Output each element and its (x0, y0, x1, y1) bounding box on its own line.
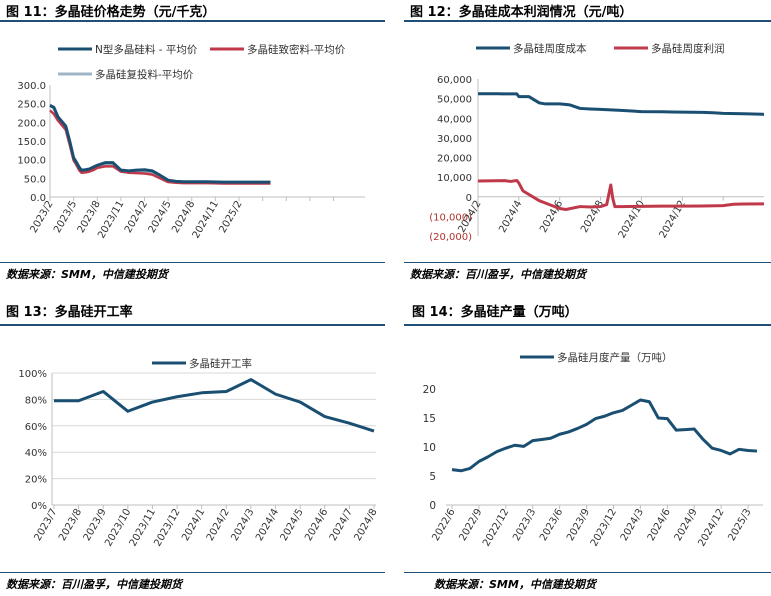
title-rule (404, 20, 771, 22)
x-tick-label: 2024/4 (254, 507, 281, 543)
y-tick-label: 40% (25, 448, 47, 459)
y-tick-label: 0% (31, 501, 47, 512)
chart-p12: (20,000) (10,000) 0 10,000 20,000 30,000 40,00… (429, 42, 765, 243)
series-line (477, 178, 765, 212)
source-rule (404, 572, 771, 573)
x-tick-label: 2023/7 (32, 507, 59, 543)
series-line (478, 92, 765, 116)
x-tick-label: 2024/8 (579, 199, 606, 235)
chart-title: 图 12：多晶硅成本利润情况（元/吨） (410, 5, 633, 20)
y-tick-label: 300.0 (17, 81, 46, 92)
y-tick-label: 150.0 (17, 137, 46, 148)
y-tick-label: 60,000 (437, 75, 472, 86)
source-rule (0, 262, 385, 263)
x-tick-label: 2022/9 (457, 507, 484, 543)
x-tick-label: 2024/1 (180, 507, 207, 543)
chart-title: 图 14：多晶硅产量（万吨） (412, 305, 578, 320)
legend-label: 多晶硅周度利润 (651, 42, 725, 55)
y-tick-label: 10 (423, 442, 436, 454)
y-tick-label: 5 (429, 471, 436, 483)
x-tick-label: 2024/8 (352, 507, 379, 543)
panel-fig14: 图 14：多晶硅产量（万吨） 0 5 10 15 20 2022/6 2022/9 2022/… (386, 300, 771, 596)
x-tick-label: 2022/6 (430, 507, 457, 543)
y-tick-label: 0 (466, 193, 472, 204)
panel-fig13: 图 13：多晶硅开工率 0% 20% 40% 60% 80% 100% 2023/7 2023… (0, 300, 385, 596)
y-tick-label: 10,000 (437, 173, 472, 184)
title-rule (404, 324, 771, 326)
x-tick-label: 2025/2 (217, 199, 244, 235)
x-tick-label: 2024/3 (619, 507, 646, 543)
y-tick-label: 20,000 (437, 154, 472, 165)
x-tick-label: 2023/12 (589, 507, 619, 548)
series-line (49, 104, 271, 184)
panel-fig11: 图 11：多晶硅价格走势（元/千克） 0.0 50.0 100.0 150.0 200.… (0, 0, 385, 290)
x-tick-label: 2023/8 (57, 507, 84, 543)
y-tick-label: 20% (25, 475, 47, 486)
x-tick-label: 2025/3 (727, 507, 754, 543)
x-tick-label: 2023/9 (82, 507, 109, 543)
x-tick-label: 2024/4 (497, 199, 524, 235)
y-tick-label: 200.0 (17, 118, 46, 129)
x-tick-label: 2024/5 (279, 507, 306, 543)
y-tick-label: (20,000) (429, 232, 472, 243)
y-tick-label: 250.0 (17, 100, 46, 111)
series-line (451, 398, 758, 473)
x-tick-label: 2023/6 (538, 507, 565, 543)
y-tick-label: 20 (423, 384, 436, 396)
y-tick-label: 80% (25, 395, 47, 406)
source-note: 数据来源：SMM，中信建投期货 (434, 578, 596, 591)
x-tick-label: 2024/3 (229, 507, 256, 543)
title-rule (0, 20, 385, 22)
legend-label: N型多晶硅料 - 平均价 (95, 43, 198, 56)
y-tick-label: 0.0 (30, 193, 46, 204)
source-note: 数据来源：百川盈孚，中信建投期货 (410, 268, 586, 281)
y-tick-label: 0 (429, 500, 436, 512)
legend-label: 多晶硅周度成本 (513, 42, 587, 55)
y-tick-label: 30,000 (437, 134, 472, 145)
y-tick-label: 50,000 (437, 95, 472, 106)
legend-label: 多晶硅致密料-平均价 (247, 43, 346, 56)
y-tick-label: (10,000) (429, 212, 472, 223)
x-tick-label: 2023/9 (565, 507, 592, 543)
series-line (54, 378, 375, 433)
legend-label: 多晶硅开工率 (189, 357, 252, 370)
x-tick-label: 2024/6 (646, 507, 673, 543)
chart-p11: 0.050.0100.0150.0200.0250.0300.02023/220… (17, 43, 365, 240)
chart-title: 图 13：多晶硅开工率 (6, 305, 133, 320)
source-note: 数据来源：百川盈孚，中信建投期货 (6, 578, 182, 591)
x-tick-label: 2023/3 (511, 507, 538, 543)
legend-label: 多晶硅月度产量（万吨） (557, 351, 673, 364)
source-note: 数据来源：SMM，中信建投期货 (6, 268, 168, 281)
x-tick-label: 2024/2 (205, 507, 232, 543)
chart-p13: 0%20%40%60%80%100%2023/72023/82023/92023… (18, 357, 379, 548)
legend-label: 多晶硅复投料-平均价 (95, 68, 194, 81)
y-tick-label: 15 (423, 413, 436, 425)
title-rule (0, 324, 385, 326)
y-tick-label: 100.0 (17, 156, 46, 167)
source-rule (404, 262, 771, 263)
y-tick-label: 50.0 (24, 174, 46, 185)
x-tick-label: 2024/12 (696, 507, 726, 548)
y-tick-label: 60% (25, 422, 47, 433)
x-tick-label: 2024/6 (303, 507, 330, 543)
source-rule (0, 572, 385, 573)
y-tick-label: 40,000 (437, 114, 472, 125)
panel-fig12: 图 12：多晶硅成本利润情况（元/吨） (20,000) (10,000) 0 10,… (386, 0, 771, 290)
y-tick-label: 100% (18, 369, 47, 380)
chart-title: 图 11：多晶硅价格走势（元/千克） (6, 5, 216, 20)
x-tick-label: 2024/7 (328, 507, 355, 543)
x-tick-label: 2022/12 (481, 507, 511, 548)
x-tick-label: 2024/9 (673, 507, 700, 543)
series-line (49, 109, 271, 185)
